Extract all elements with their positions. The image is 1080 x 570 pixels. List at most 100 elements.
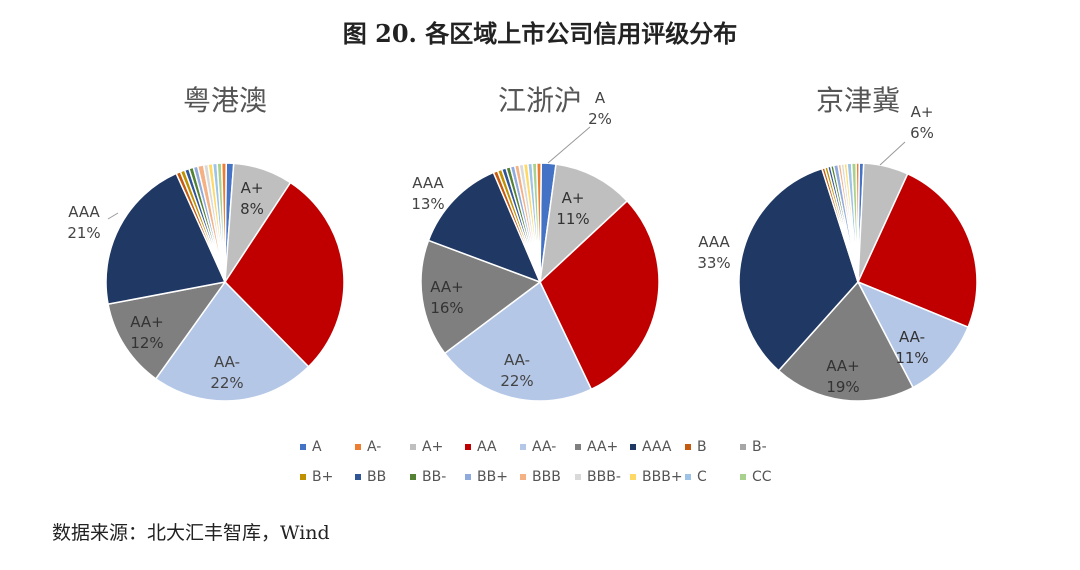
legend-label: BB- — [422, 469, 447, 485]
legend-label: AA- — [532, 439, 557, 455]
pie-chart-1: 粤港澳 A+ 8% AA 28% AA-22% AA+ 12% AAA 21% — [67, 84, 345, 402]
legend-swatch — [410, 474, 416, 480]
legend-swatch — [575, 474, 581, 480]
legend-item: B — [685, 439, 740, 455]
legend-swatch — [465, 474, 471, 480]
legend-item: BB — [355, 469, 410, 485]
legend-label: AA — [477, 439, 497, 455]
legend-label: BBB- — [587, 469, 621, 485]
leader-line — [879, 141, 906, 166]
legend-label: BB+ — [477, 469, 508, 485]
pie-title: 江浙沪 — [498, 84, 582, 117]
legend-item: A — [300, 439, 355, 455]
legend-label: AAA — [642, 439, 672, 455]
legend-label: C — [697, 469, 707, 485]
legend-swatch — [685, 474, 691, 480]
pie-slice-aminus — [855, 162, 860, 283]
legend-item: C — [685, 469, 740, 485]
pie-slice-aaa — [738, 167, 859, 372]
legend-swatch — [520, 444, 526, 450]
pie-slice-aminus — [535, 162, 542, 283]
legend-swatch — [300, 474, 306, 480]
data-label: AA+ 12% — [130, 313, 164, 352]
legend-swatch — [685, 444, 691, 450]
pie-title: 粤港澳 — [183, 84, 267, 117]
pie-slice-aplus — [538, 163, 629, 284]
data-label: AA-11% — [895, 328, 928, 367]
pie-slice-aaplus — [107, 280, 227, 380]
legend-label: BB — [367, 469, 387, 485]
legend-label: AA+ — [587, 439, 619, 455]
pie-slice-aaminus — [154, 280, 310, 402]
data-label: AAA 21% — [67, 203, 100, 242]
legend-item: B- — [740, 439, 795, 455]
legend-swatch — [465, 444, 471, 450]
data-label: A 2% — [588, 89, 612, 128]
legend-label: BBB — [532, 469, 561, 485]
data-label: AA+ 16% — [430, 278, 464, 317]
legend-item: BBB — [520, 469, 575, 485]
pie-slice-aminus — [220, 162, 227, 283]
legend-item: BBB+ — [630, 469, 685, 485]
legend-item: A- — [355, 439, 410, 455]
data-label: AA 28% — [301, 258, 334, 297]
pie-slice-aaminus — [443, 280, 593, 402]
data-label: A+ 6% — [910, 103, 934, 142]
legend-swatch — [300, 444, 306, 450]
legend-item: A+ — [410, 439, 465, 455]
data-label: A+ 8% — [240, 179, 264, 218]
legend-swatch — [740, 444, 746, 450]
legend-item: BBB- — [575, 469, 630, 485]
leader-line — [107, 212, 119, 220]
legend-item: CC — [740, 469, 795, 485]
pie-slice-aa — [224, 181, 345, 368]
legend-label: B — [697, 439, 707, 455]
legend-swatch — [410, 444, 416, 450]
data-label: AAA 13% — [411, 174, 444, 213]
data-label: AA 30% — [611, 286, 644, 325]
legend-swatch — [520, 474, 526, 480]
legend: A A- A+ AA AA- AA+ AAA B B- B+ BB BB- BB+ BBB BBB- BBB+… — [300, 432, 860, 492]
legend-label: B+ — [312, 469, 334, 485]
legend-swatch — [355, 474, 361, 480]
pie-title: 京津冀 — [816, 84, 900, 117]
legend-swatch — [740, 474, 746, 480]
legend-item: AA — [465, 439, 520, 455]
data-label: AA 24% — [916, 235, 949, 274]
legend-label: A- — [367, 439, 382, 455]
data-label: AA-22% — [500, 351, 533, 390]
pie-chart-3: 京津冀 A+ 6% AA 24% AA-11% AA+ 19% AAA 33% — [697, 84, 978, 402]
legend-swatch — [575, 444, 581, 450]
legend-label: A+ — [422, 439, 444, 455]
pie-charts: 粤港澳 A+ 8% AA 28% AA-22% AA+ 12% AAA 21% 江浙沪 A 2% A+ 11… — [67, 84, 978, 402]
pie-chart-2: 江浙沪 A 2% A+ 11% AA 30% AA-22% AA+ 16% AAA 13% — [411, 84, 660, 402]
source-note: 数据来源：北大汇丰智库，Wind — [52, 522, 330, 544]
pie-slice-aaa — [105, 172, 227, 306]
legend-item: AA+ — [575, 439, 630, 455]
legend-item: BB- — [410, 469, 465, 485]
pie-slice-aaminus — [856, 280, 970, 389]
legend-label: B- — [752, 439, 767, 455]
pie-slice-aaa — [427, 171, 542, 284]
figure-title: 图 20. 各区域上市公司信用评级分布 — [342, 19, 738, 48]
pie-slice-aaplus — [777, 280, 915, 402]
legend-item: BB+ — [465, 469, 520, 485]
data-label: AA-22% — [210, 353, 243, 392]
legend-swatch — [630, 444, 636, 450]
legend-item: AAA — [630, 439, 685, 455]
pie-slice-aa — [856, 172, 978, 329]
legend-swatch — [630, 474, 636, 480]
leader-line — [547, 126, 591, 164]
legend-label: A — [312, 439, 322, 455]
pie-slice-aa — [539, 199, 660, 391]
data-label: AAA 33% — [697, 233, 730, 272]
legend-swatch — [355, 444, 361, 450]
legend-item: AA- — [520, 439, 575, 455]
legend-label: BBB+ — [642, 469, 683, 485]
legend-item: B+ — [300, 469, 355, 485]
data-label: AA+ 19% — [826, 357, 860, 396]
pie-slice-aaplus — [420, 239, 542, 355]
legend-label: CC — [752, 469, 772, 485]
legend-row: A A- A+ AA AA- AA+ AAA B B- — [300, 432, 860, 462]
data-label: A+ 11% — [556, 189, 589, 228]
